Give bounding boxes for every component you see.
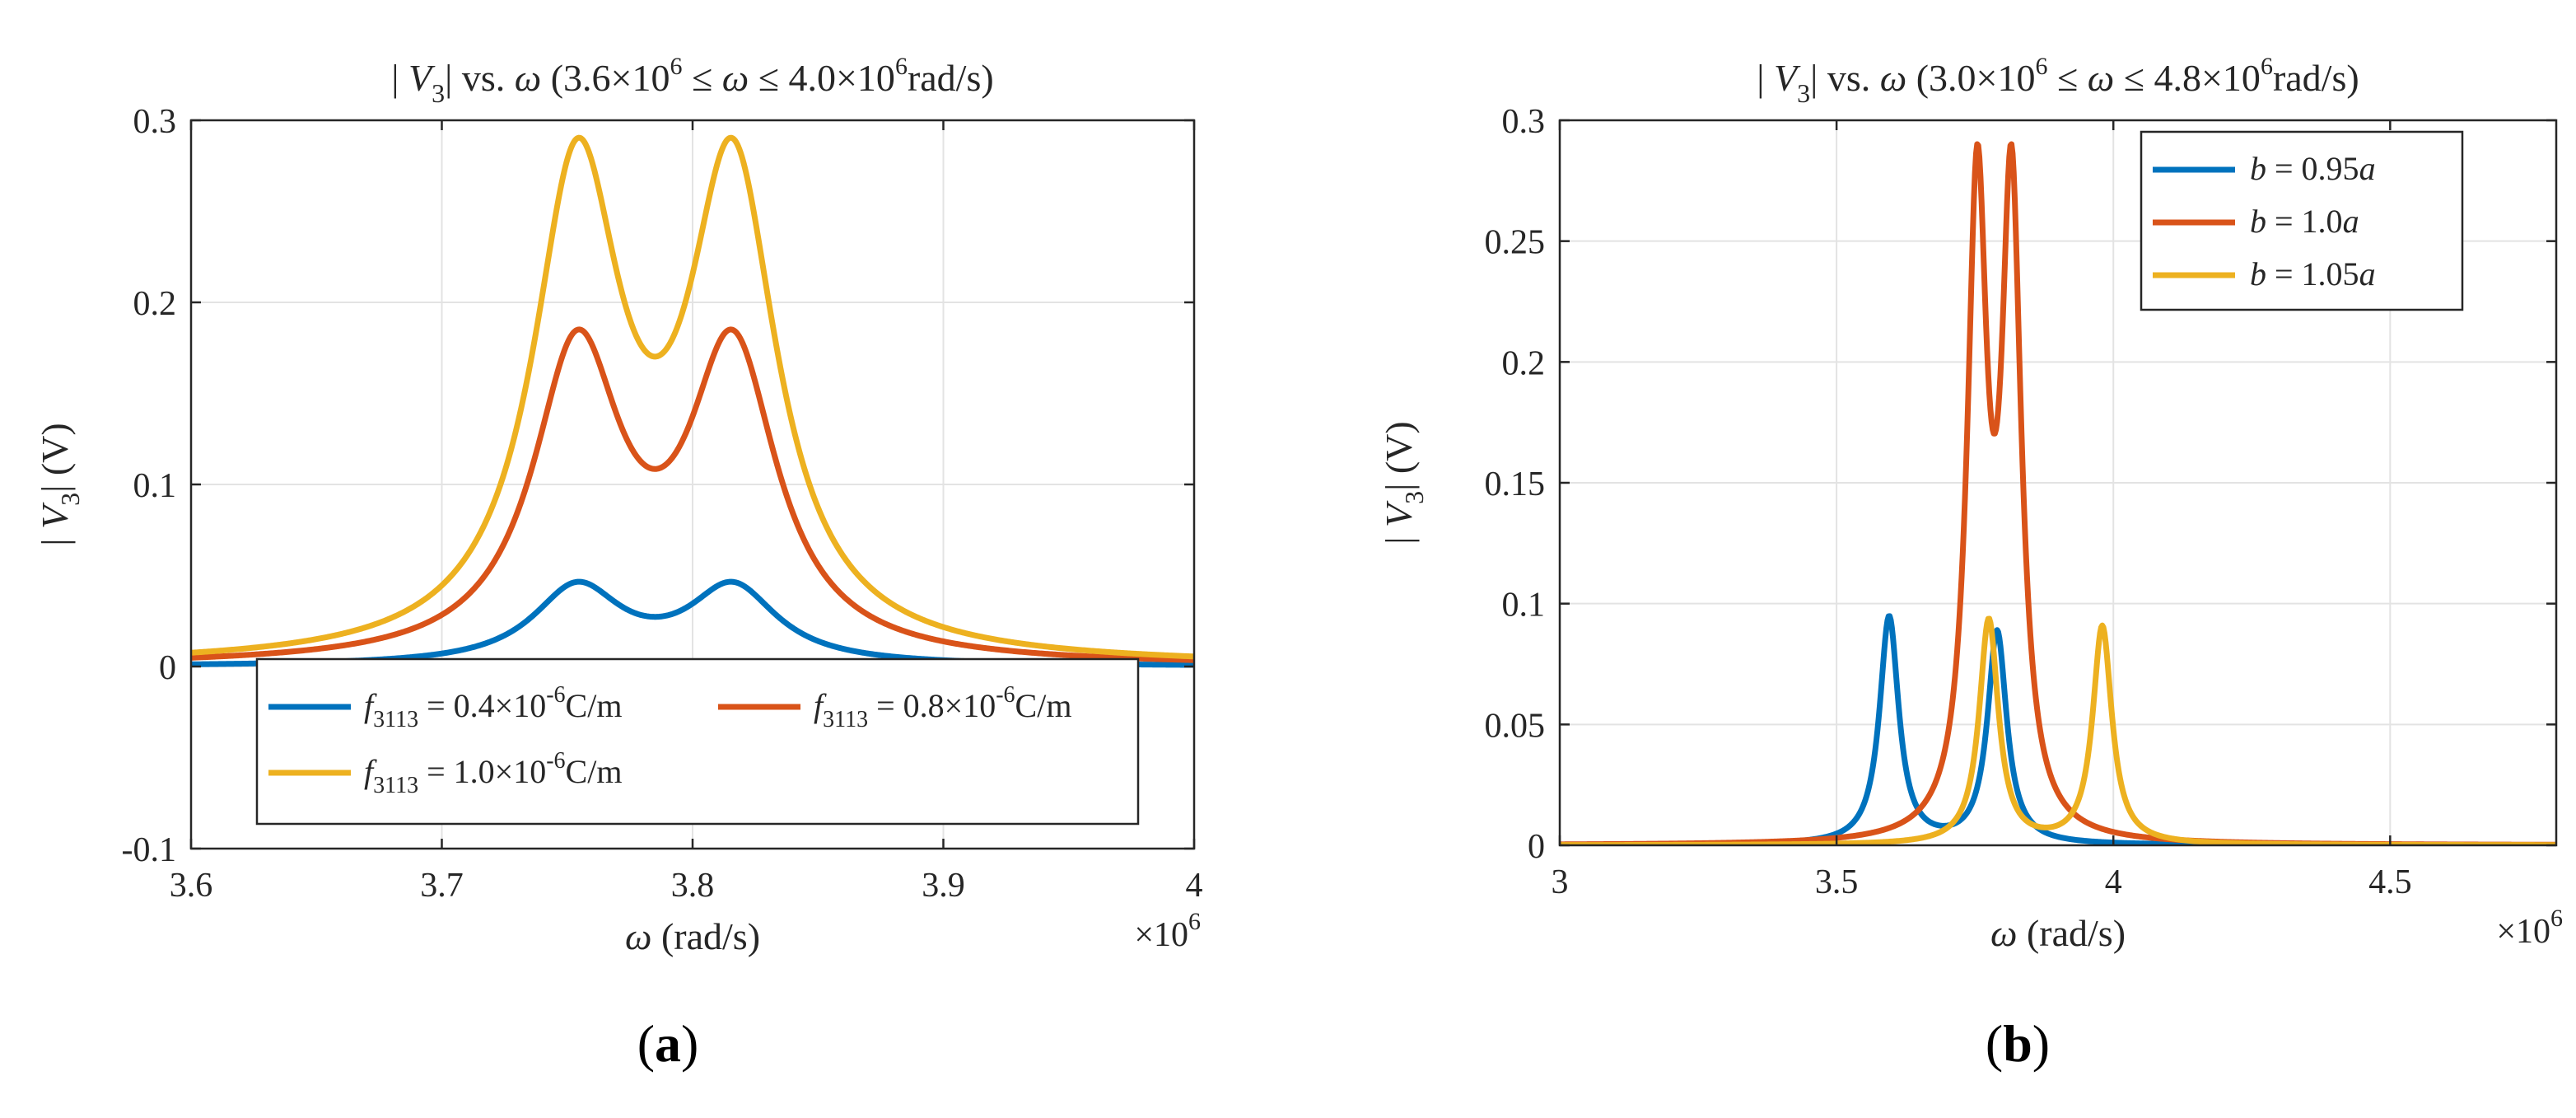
x-tick-label: 3.9: [922, 867, 965, 905]
x-axis-label: ω (rad/s): [1990, 912, 2126, 954]
x-axis-label: ω (rad/s): [625, 915, 760, 957]
ticks: 3.6 3.7 3.8 3.9 4 -0.1 0 0.1 0.2 0.3: [122, 103, 1203, 905]
x-tick-label: 4.5: [2368, 863, 2412, 901]
y-tick-label: 0.15: [1485, 465, 1546, 503]
x-tick-label: 3.7: [420, 867, 464, 905]
legend-entry-2: b = 1.0a: [2250, 203, 2359, 240]
y-axis-label: | V3| (V): [34, 423, 85, 545]
legend-entry-1: f3113 = 0.4×10-6C/m: [364, 682, 622, 732]
x-tick-label: 4: [2105, 863, 2122, 901]
ticks: 3 3.5 4 4.5 0 0.05 0.1 0.15 0.2 0.25 0.3: [1485, 103, 2556, 901]
legend-entry-3: f3113 = 1.0×10-6C/m: [364, 748, 622, 798]
x-tick-label: 3.8: [671, 867, 715, 905]
x-multiplier: ×106: [1134, 908, 1201, 954]
x-tick-label: 3.6: [170, 867, 213, 905]
chart-title: | V3| vs. ω (3.6×106 ≤ ω ≤ 4.0×106rad/s): [391, 53, 993, 108]
x-tick-label: 4: [1186, 867, 1203, 905]
x-multiplier: ×106: [2496, 905, 2563, 951]
chart-title: | V3| vs. ω (3.0×106 ≤ ω ≤ 4.8×106rad/s): [1757, 53, 2359, 108]
y-tick-label: 0.1: [1502, 587, 1546, 624]
legend: f3113 = 0.4×10-6C/m f3113 = 0.8×10-6C/mf3…: [255, 657, 1140, 826]
y-tick-label: 0.2: [1502, 344, 1546, 382]
legend: b = 0.95a b = 1.0a b = 1.05a: [2140, 130, 2464, 311]
x-tick-label: 3.5: [1815, 863, 1859, 901]
x-tick-label: 3: [1552, 863, 1569, 901]
legend-entry-1: b = 0.95a: [2250, 150, 2376, 187]
series-line-2: [191, 326, 1194, 663]
y-tick-label: 0.05: [1485, 707, 1546, 745]
y-tick-label: 0: [1528, 828, 1545, 866]
series-line-3: [191, 134, 1194, 660]
y-tick-label: 0.3: [1502, 103, 1546, 141]
chart-panel-b: 3 3.5 4 4.5 0 0.05 0.1 0.15 0.2 0.25 0.3 ×106 ω (rad…: [1378, 53, 2563, 1073]
y-axis-label: | V3| (V): [1378, 421, 1429, 544]
legend-box: [255, 657, 1140, 826]
chart-panel-a: 3.6 3.7 3.8 3.9 4 -0.1 0 0.1 0.2 0.3 ×106 ω (rad/s)…: [34, 53, 1203, 1073]
y-tick-label: 0.25: [1485, 224, 1546, 262]
y-tick-label: -0.1: [122, 831, 177, 869]
legend-entry-3: b = 1.05a: [2250, 255, 2376, 292]
y-tick-label: 0.1: [133, 467, 177, 505]
y-tick-label: 0.2: [133, 285, 177, 323]
y-tick-label: 0.3: [133, 103, 177, 141]
panel-label: (a): [637, 1014, 699, 1073]
y-tick-label: 0: [159, 649, 176, 687]
panel-label: (b): [1986, 1014, 2050, 1073]
